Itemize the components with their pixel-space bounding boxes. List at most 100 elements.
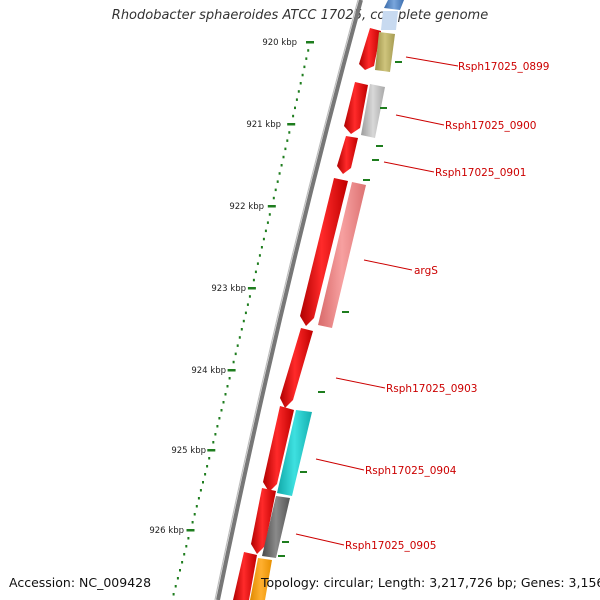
minor-tick	[220, 409, 223, 412]
scale-label: 921 kbp	[246, 120, 281, 130]
scale-label: 926 kbp	[149, 526, 184, 536]
minor-tick	[288, 131, 291, 134]
minor-tick	[206, 465, 209, 468]
topology-text: Topology: circular; Length: 3,217,726 bp…	[261, 575, 600, 590]
minor-tick	[216, 425, 219, 428]
gene-box-darkgray[interactable]	[262, 496, 290, 558]
minor-tick	[286, 139, 289, 142]
gene-arrow[interactable]	[359, 28, 381, 70]
minor-tick	[292, 114, 295, 118]
minor-tick	[244, 311, 247, 315]
gene-box-orange[interactable]	[250, 558, 272, 600]
minor-tick	[195, 505, 198, 508]
gene-box-blue[interactable]	[384, 0, 404, 10]
gene-label[interactable]: Rsph17025_0903	[386, 383, 477, 395]
major-tick	[227, 369, 236, 372]
minor-tick	[224, 393, 227, 396]
minor-tick	[305, 57, 308, 60]
gene-label[interactable]: Rsph17025_0901	[435, 167, 526, 179]
minor-tick	[212, 441, 215, 444]
gene-arrow[interactable]	[263, 406, 294, 492]
minor-tick	[254, 270, 257, 274]
accession-text: Accession: NC_009428	[9, 575, 152, 590]
leader-lines	[295, 56, 459, 546]
minor-tick	[260, 246, 263, 249]
gene-label[interactable]: Rsph17025_0899	[458, 61, 549, 73]
minor-tick	[193, 513, 196, 516]
minor-tick	[256, 262, 259, 265]
minor-tick	[268, 213, 271, 216]
minor-tick	[197, 497, 200, 500]
minor-tick	[191, 521, 194, 524]
minor-tick	[274, 188, 277, 192]
gene-label[interactable]: Rsph17025_0905	[345, 540, 436, 552]
minor-tick	[272, 196, 275, 200]
scale-label: 920 kbp	[262, 38, 297, 48]
minor-tick	[236, 344, 239, 347]
minor-tick	[187, 537, 190, 540]
gene-labels: Rsph17025_0899 Rsph17025_0900 Rsph17025_…	[345, 61, 549, 552]
gene-box-pink[interactable]	[318, 182, 366, 328]
scale-ticks	[172, 41, 314, 596]
minor-tick	[264, 229, 267, 233]
minor-tick	[174, 585, 177, 588]
minor-tick	[179, 569, 181, 572]
gene-box-olive[interactable]	[375, 32, 395, 72]
minor-tick	[214, 433, 217, 436]
scale-label: 923 kbp	[211, 284, 246, 294]
minor-tick	[185, 545, 188, 548]
minor-tick	[284, 147, 287, 151]
minor-tick	[280, 164, 283, 167]
major-tick	[306, 41, 314, 44]
minor-tick	[242, 319, 245, 323]
genome-backbone-highlight	[214, 0, 359, 600]
gene-arrow[interactable]	[280, 328, 313, 408]
minor-tick	[252, 278, 255, 282]
minor-tick	[218, 417, 221, 420]
scale-labels: 920 kbp 921 kbp 922 kbp 923 kbp 924 kbp 925 k…	[149, 38, 297, 536]
outer-feature-marks	[278, 61, 402, 557]
minor-tick	[208, 457, 211, 460]
minor-tick	[234, 352, 237, 356]
gene-arrow[interactable]	[251, 488, 276, 554]
major-tick	[207, 449, 216, 452]
minor-tick	[295, 98, 298, 101]
major-tick	[267, 205, 276, 208]
scale-label: 925 kbp	[171, 446, 206, 456]
gene-label[interactable]: Rsph17025_0900	[445, 120, 536, 132]
minus-strand-genes	[233, 28, 381, 600]
gene-arrow[interactable]	[233, 552, 257, 600]
outer-track-genes	[250, 0, 404, 600]
minor-tick	[282, 155, 285, 159]
minor-tick	[228, 377, 231, 380]
minor-tick	[176, 577, 179, 580]
minor-tick	[172, 593, 175, 596]
gene-arrow[interactable]	[300, 178, 348, 326]
gene-box-gray[interactable]	[361, 84, 385, 138]
minor-tick	[240, 328, 243, 331]
minor-tick	[238, 336, 241, 339]
major-tick	[287, 123, 296, 126]
minor-tick	[199, 489, 202, 492]
gene-arrow[interactable]	[337, 136, 358, 174]
minor-tick	[299, 82, 302, 85]
gene-label[interactable]: argS	[414, 265, 438, 277]
minor-tick	[202, 481, 204, 484]
major-tick	[186, 529, 195, 532]
gene-box-cyan[interactable]	[277, 410, 312, 496]
gene-box-lightblue[interactable]	[381, 11, 398, 30]
genome-backbone	[216, 0, 363, 600]
minor-tick	[303, 65, 306, 69]
minor-tick	[278, 172, 281, 175]
gene-label[interactable]: Rsph17025_0904	[365, 465, 457, 477]
minor-tick	[262, 237, 265, 241]
minor-tick	[222, 401, 225, 404]
minor-tick	[183, 553, 186, 556]
major-tick	[247, 287, 256, 290]
gene-arrow[interactable]	[344, 82, 368, 134]
minor-tick	[266, 221, 269, 224]
minor-tick	[226, 385, 229, 388]
minor-tick	[294, 106, 296, 110]
minor-tick	[258, 254, 261, 257]
